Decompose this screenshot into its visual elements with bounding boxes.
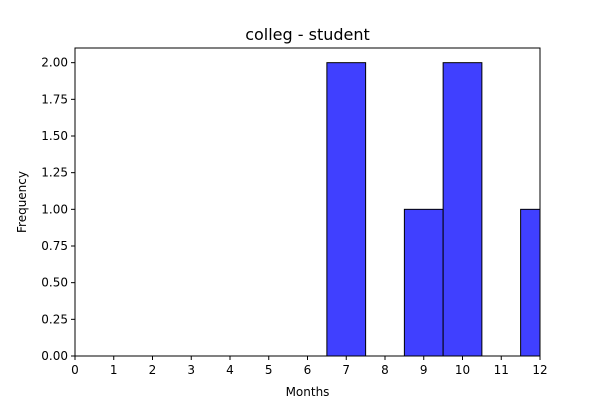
x-tick-label: 10	[455, 363, 470, 377]
x-axis: 0 1 2 3 4 5 6 7 8 9 10 11 12	[71, 356, 548, 377]
x-axis-label: Months	[286, 385, 330, 399]
y-tick-label: 1.00	[41, 202, 68, 216]
y-tick-label: 0.00	[41, 349, 68, 363]
y-tick-label: 1.25	[41, 166, 68, 180]
x-tick-label: 6	[304, 363, 312, 377]
histogram-bar	[442, 62, 483, 356]
x-tick-label: 7	[342, 363, 350, 377]
y-tick-label: 2.00	[41, 56, 68, 70]
y-tick-label: 1.50	[41, 129, 68, 143]
histogram-bar	[520, 208, 540, 356]
x-tick-label: 8	[381, 363, 389, 377]
y-tick-label: 1.75	[41, 92, 68, 106]
x-tick-label: 0	[71, 363, 79, 377]
chart-title: colleg - student	[245, 25, 370, 44]
y-tick-label: 0.25	[41, 312, 68, 326]
x-tick-label: 4	[226, 363, 234, 377]
x-tick-label: 12	[532, 363, 547, 377]
histogram-bar	[403, 208, 444, 356]
y-axis-label: Frequency	[15, 171, 29, 233]
histogram-bar	[326, 62, 367, 356]
x-tick-label: 2	[149, 363, 157, 377]
x-tick-label: 1	[110, 363, 118, 377]
y-axis: 0.00 0.25 0.50 0.75 1.00 1.25 1.50 1.75 2.00	[41, 56, 75, 363]
x-tick-label: 11	[494, 363, 509, 377]
bars-group	[326, 62, 540, 356]
x-tick-label: 3	[187, 363, 195, 377]
y-tick-label: 0.50	[41, 276, 68, 290]
x-tick-label: 5	[265, 363, 273, 377]
x-tick-label: 9	[420, 363, 428, 377]
y-tick-label: 0.75	[41, 239, 68, 253]
